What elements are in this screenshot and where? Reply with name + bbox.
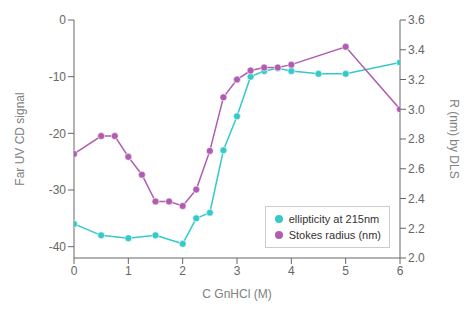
html-text:ellipticity at 215nm: ellipticity at 215nm (288, 213, 380, 225)
svg-text:4: 4 (288, 264, 295, 278)
svg-text:2.8: 2.8 (408, 132, 425, 146)
svg-text:2.0: 2.0 (408, 251, 425, 265)
svg-text:-40: -40 (49, 240, 67, 254)
svg-text:3.2: 3.2 (408, 73, 425, 87)
svg-text:2.6: 2.6 (408, 162, 425, 176)
svg-text:0: 0 (59, 13, 66, 27)
svg-text:3.0: 3.0 (408, 103, 425, 117)
svg-text:2: 2 (179, 264, 186, 278)
svg-text:3.4: 3.4 (408, 43, 425, 57)
svg-text:Far UV CD signal: Far UV CD signal (13, 92, 27, 185)
svg-text:1: 1 (125, 264, 132, 278)
svg-text:3.6: 3.6 (408, 13, 425, 27)
svg-text:2.4: 2.4 (408, 192, 425, 206)
svg-text:6: 6 (397, 264, 404, 278)
svg-text:5: 5 (342, 264, 349, 278)
svg-text:-10: -10 (49, 70, 67, 84)
svg-text:-20: -20 (49, 127, 67, 141)
svg-text:-30: -30 (49, 183, 67, 197)
svg-text:2.2: 2.2 (408, 222, 425, 236)
svg-text:C GnHCl (M): C GnHCl (M) (202, 287, 271, 301)
svg-text:0: 0 (71, 264, 78, 278)
svg-text:R (nm) by DLS: R (nm) by DLS (447, 99, 461, 178)
html-text:Stokes radius (nm): Stokes radius (nm) (288, 229, 381, 241)
svg-text:3: 3 (234, 264, 241, 278)
